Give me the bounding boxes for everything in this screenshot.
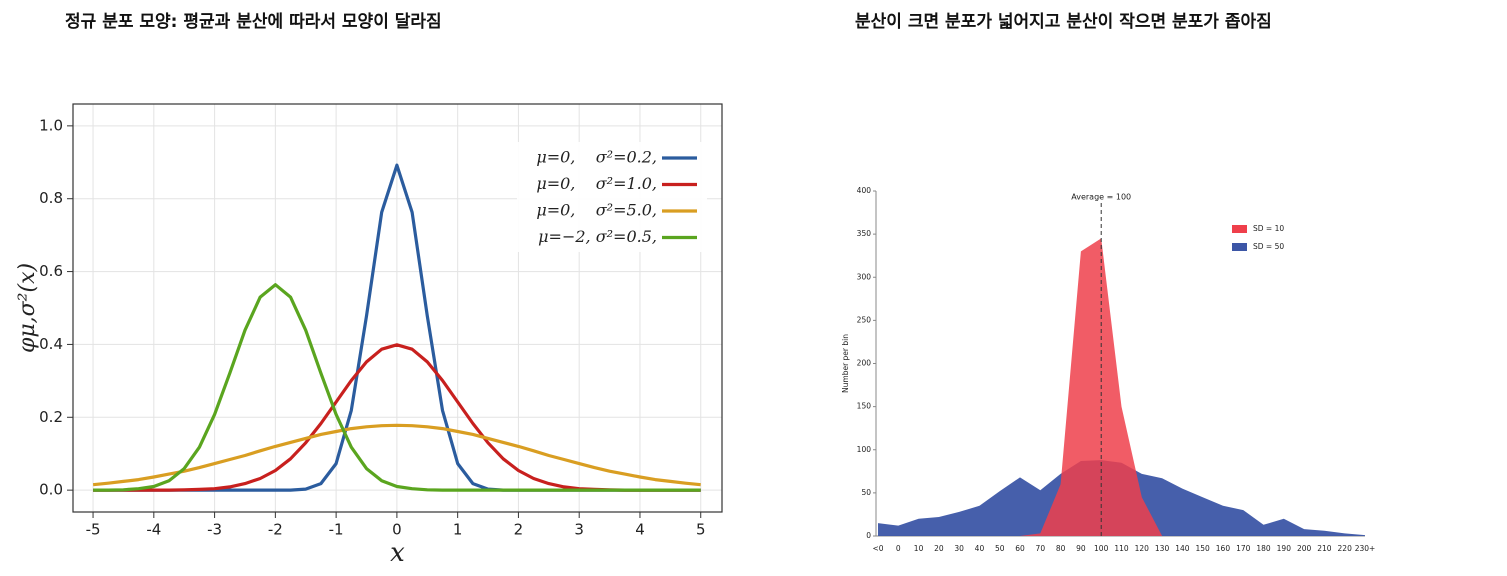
x-tick-label: 100 [1094, 544, 1109, 553]
legend-label: μ=−2, σ²=0.5, [538, 227, 657, 246]
x-tick-label: 120 [1135, 544, 1150, 553]
x-tick-label: 110 [1114, 544, 1129, 553]
x-tick-label: 50 [995, 544, 1005, 553]
x-tick-label: 1 [453, 521, 463, 539]
x-tick-label: -3 [207, 521, 222, 539]
y-axis-label: Number per bin [841, 334, 850, 393]
x-tick-label: 140 [1175, 544, 1190, 553]
y-tick-label: 1.0 [39, 116, 63, 134]
x-tick-label: 180 [1256, 544, 1271, 553]
x-tick-label: 90 [1076, 544, 1086, 553]
y-tick-label: 0.0 [39, 481, 63, 499]
x-tick-label: 0 [896, 544, 901, 553]
x-tick-label: 2 [514, 521, 524, 539]
x-tick-label: 3 [574, 521, 584, 539]
series-line [92, 423, 701, 487]
x-tick-label: 10 [914, 544, 924, 553]
x-tick-label: -4 [146, 521, 161, 539]
y-tick-label: 150 [857, 402, 872, 411]
legend-swatch [1232, 243, 1247, 251]
x-tick-label: 170 [1236, 544, 1251, 553]
x-tick-label: 190 [1277, 544, 1292, 553]
legend-label: SD = 50 [1253, 242, 1284, 251]
legend-label: μ=0, σ²=0.2, [536, 148, 657, 167]
x-tick-label: 70 [1036, 544, 1046, 553]
x-tick-label: 160 [1216, 544, 1231, 553]
x-tick-label: 130 [1155, 544, 1170, 553]
chart-title: 정규 분포 모양: 평균과 분산에 따라서 모양이 달라짐 [65, 11, 442, 32]
annotation: Average = 100 [1071, 193, 1131, 202]
y-tick-label: 0 [866, 531, 871, 540]
legend-label: μ=0, σ²=1.0, [536, 174, 657, 193]
legend-label: SD = 10 [1253, 224, 1284, 233]
x-tick-label: 4 [635, 521, 645, 539]
legend-box [517, 142, 707, 252]
y-tick-label: 200 [857, 359, 872, 368]
x-tick-label: 5 [696, 521, 706, 539]
x-tick-label: -5 [86, 521, 101, 539]
x-tick-label: 220 [1338, 544, 1353, 553]
y-tick-label: 0.8 [39, 189, 63, 207]
y-tick-label: 400 [857, 186, 872, 195]
series-line [93, 283, 701, 492]
y-tick-label: 100 [857, 445, 872, 454]
x-tick-label: 200 [1297, 544, 1312, 553]
y-tick-label: 50 [861, 488, 871, 497]
x-tick-label: 20 [934, 544, 944, 553]
x-tick-label: 30 [954, 544, 964, 553]
y-tick-label: 300 [857, 272, 872, 281]
y-tick-label: 0.4 [39, 335, 63, 353]
y-tick-label: 350 [857, 229, 872, 238]
chart-title: 분산이 크면 분포가 넓어지고 분산이 작으면 분포가 좁아짐 [855, 12, 1272, 32]
y-axis-label: φμ,σ²(x) [15, 263, 40, 353]
x-tick-label: 230+ [1355, 544, 1376, 553]
x-tick-label: <0 [872, 544, 883, 553]
y-tick-label: 0.2 [39, 408, 63, 426]
x-tick-label: 60 [1015, 544, 1025, 553]
x-tick-label: 40 [975, 544, 985, 553]
x-tick-label: 0 [392, 521, 402, 539]
plot-frame [72, 103, 723, 513]
series-area [878, 238, 1365, 536]
x-tick-label: 150 [1196, 544, 1211, 553]
x-tick-label: 80 [1056, 544, 1066, 553]
y-tick-label: 250 [857, 315, 872, 324]
x-tick-label: -1 [329, 521, 344, 539]
legend-swatch [1232, 225, 1247, 233]
x-tick-label: 210 [1317, 544, 1332, 553]
y-tick-label: 0.6 [39, 262, 63, 280]
x-axis-label: x [390, 538, 405, 568]
x-tick-label: -2 [268, 521, 283, 539]
legend-label: μ=0, σ²=5.0, [536, 201, 657, 220]
